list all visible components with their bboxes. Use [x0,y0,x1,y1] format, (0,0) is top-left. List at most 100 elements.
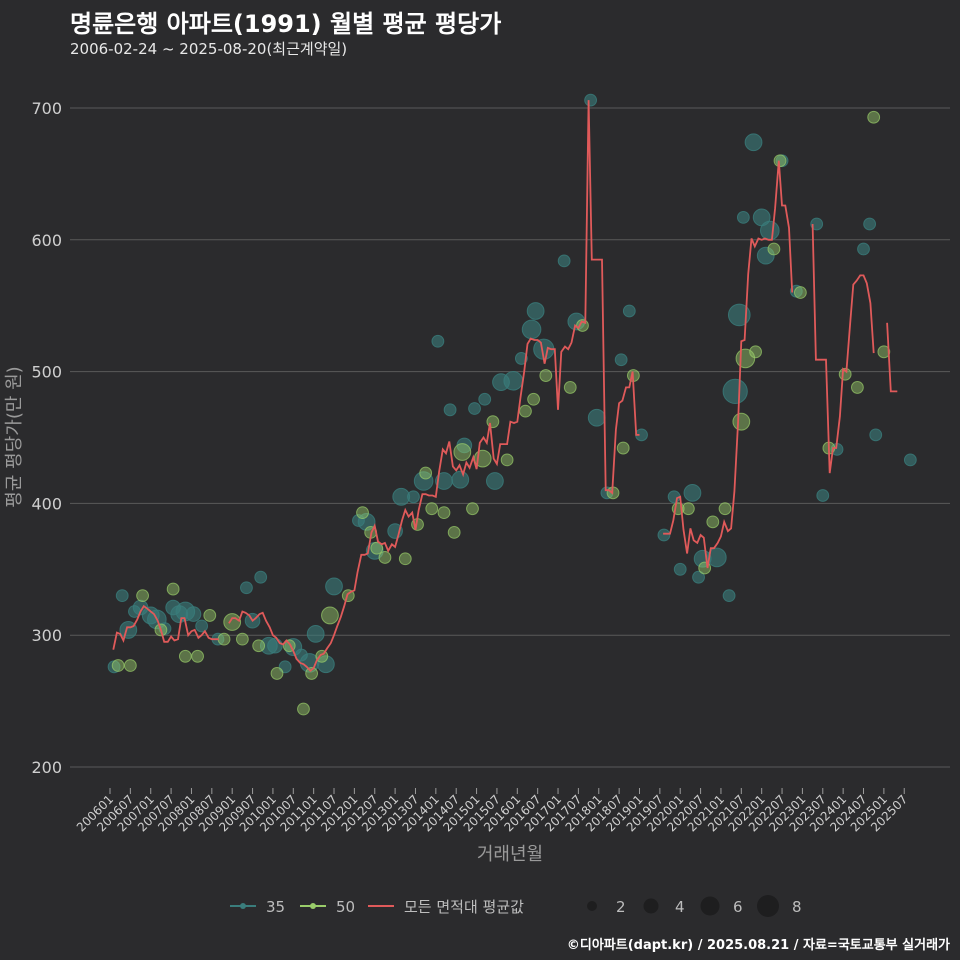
point-50 [732,412,751,431]
point-35 [760,220,780,241]
point-50 [767,242,781,256]
point-35 [869,428,883,442]
grid-lines [70,107,950,768]
point-50 [527,392,540,406]
point-35 [722,589,736,603]
point-35 [514,352,528,365]
legend: 35 50 모든 면적대 평균값 2 4 6 8 [230,895,802,917]
y-tick-labels: 200 300 400 500 600 700 [31,99,62,777]
point-35 [557,254,571,268]
point-50 [166,582,180,596]
point-50 [321,606,339,625]
legend-size-8-marker [757,895,779,917]
y-tick-200: 200 [31,758,62,777]
point-35 [325,577,343,596]
point-50 [123,659,137,672]
chart-subtitle: 2006-02-24 ~ 2025-08-20(최근계약일) [70,40,348,58]
point-50 [378,551,392,564]
point-35 [657,528,671,542]
point-50 [500,453,514,467]
y-tick-700: 700 [31,99,62,118]
point-35 [622,304,636,318]
point-35 [722,378,748,404]
point-50 [370,541,384,555]
point-50 [749,345,762,359]
legend-50-label: 50 [336,898,355,916]
point-35 [468,402,481,415]
point-50 [706,515,720,529]
point-50 [305,667,319,680]
point-35 [744,133,763,152]
legend-size-6-label: 6 [733,898,743,916]
point-50 [419,466,433,480]
point-50 [616,441,630,455]
point-50 [252,639,266,653]
point-50 [447,525,461,539]
point-50 [398,552,412,566]
point-50 [270,667,284,680]
point-35 [486,472,504,490]
point-50 [191,649,204,663]
series-35-points [107,93,917,674]
point-35 [526,302,545,320]
point-35 [673,562,687,576]
point-35 [756,246,775,265]
point-35 [903,453,917,467]
point-35 [478,392,492,406]
point-50 [136,589,149,603]
point-50 [563,381,577,394]
point-50 [425,502,439,516]
point-50 [235,632,249,646]
point-35 [267,637,283,654]
point-35 [451,470,470,489]
point-50 [466,502,479,516]
y-axis-label: 평균 평당가(만 원) [4,366,25,507]
legend-size-8-label: 8 [792,898,802,916]
point-50 [773,154,787,168]
point-35 [306,624,325,643]
source-caption: ©디아파트(dapt.kr) / 2025.08.21 / 자료=국토교통부 실… [566,938,950,953]
avg-price-line [112,100,898,673]
legend-50-marker [310,903,316,909]
x-tick-labels: 2006012006072007012007072008012008072009… [74,788,910,835]
point-50 [519,404,532,418]
point-35 [857,242,870,256]
point-35 [254,570,268,584]
point-50 [718,502,732,516]
legend-size-4-marker [643,898,659,914]
point-35 [810,217,824,231]
y-tick-300: 300 [31,626,62,645]
series-50-points [111,110,891,716]
point-50 [223,613,242,631]
point-50 [850,381,864,394]
point-35 [503,371,524,391]
point-35 [185,606,202,622]
point-50 [681,502,695,516]
legend-size-4-label: 4 [675,898,685,916]
y-tick-500: 500 [31,363,62,382]
point-35 [431,334,445,348]
point-50 [437,506,451,520]
point-35 [195,619,209,633]
point-50 [867,110,881,124]
y-tick-600: 600 [31,231,62,250]
point-35 [115,589,129,603]
point-35 [707,547,727,568]
legend-35-marker [240,903,246,909]
point-35 [316,655,335,674]
point-35 [521,319,542,340]
point-35 [413,471,434,491]
legend-35-label: 35 [266,898,285,916]
point-50 [356,506,369,520]
point-35 [587,408,606,427]
point-35 [727,303,751,327]
point-50 [203,609,217,622]
point-50 [453,443,472,461]
point-35 [407,490,420,504]
point-50 [217,632,231,646]
point-50 [111,659,125,672]
point-35 [816,489,830,502]
legend-size-6-marker [700,896,720,916]
point-50 [793,286,807,299]
